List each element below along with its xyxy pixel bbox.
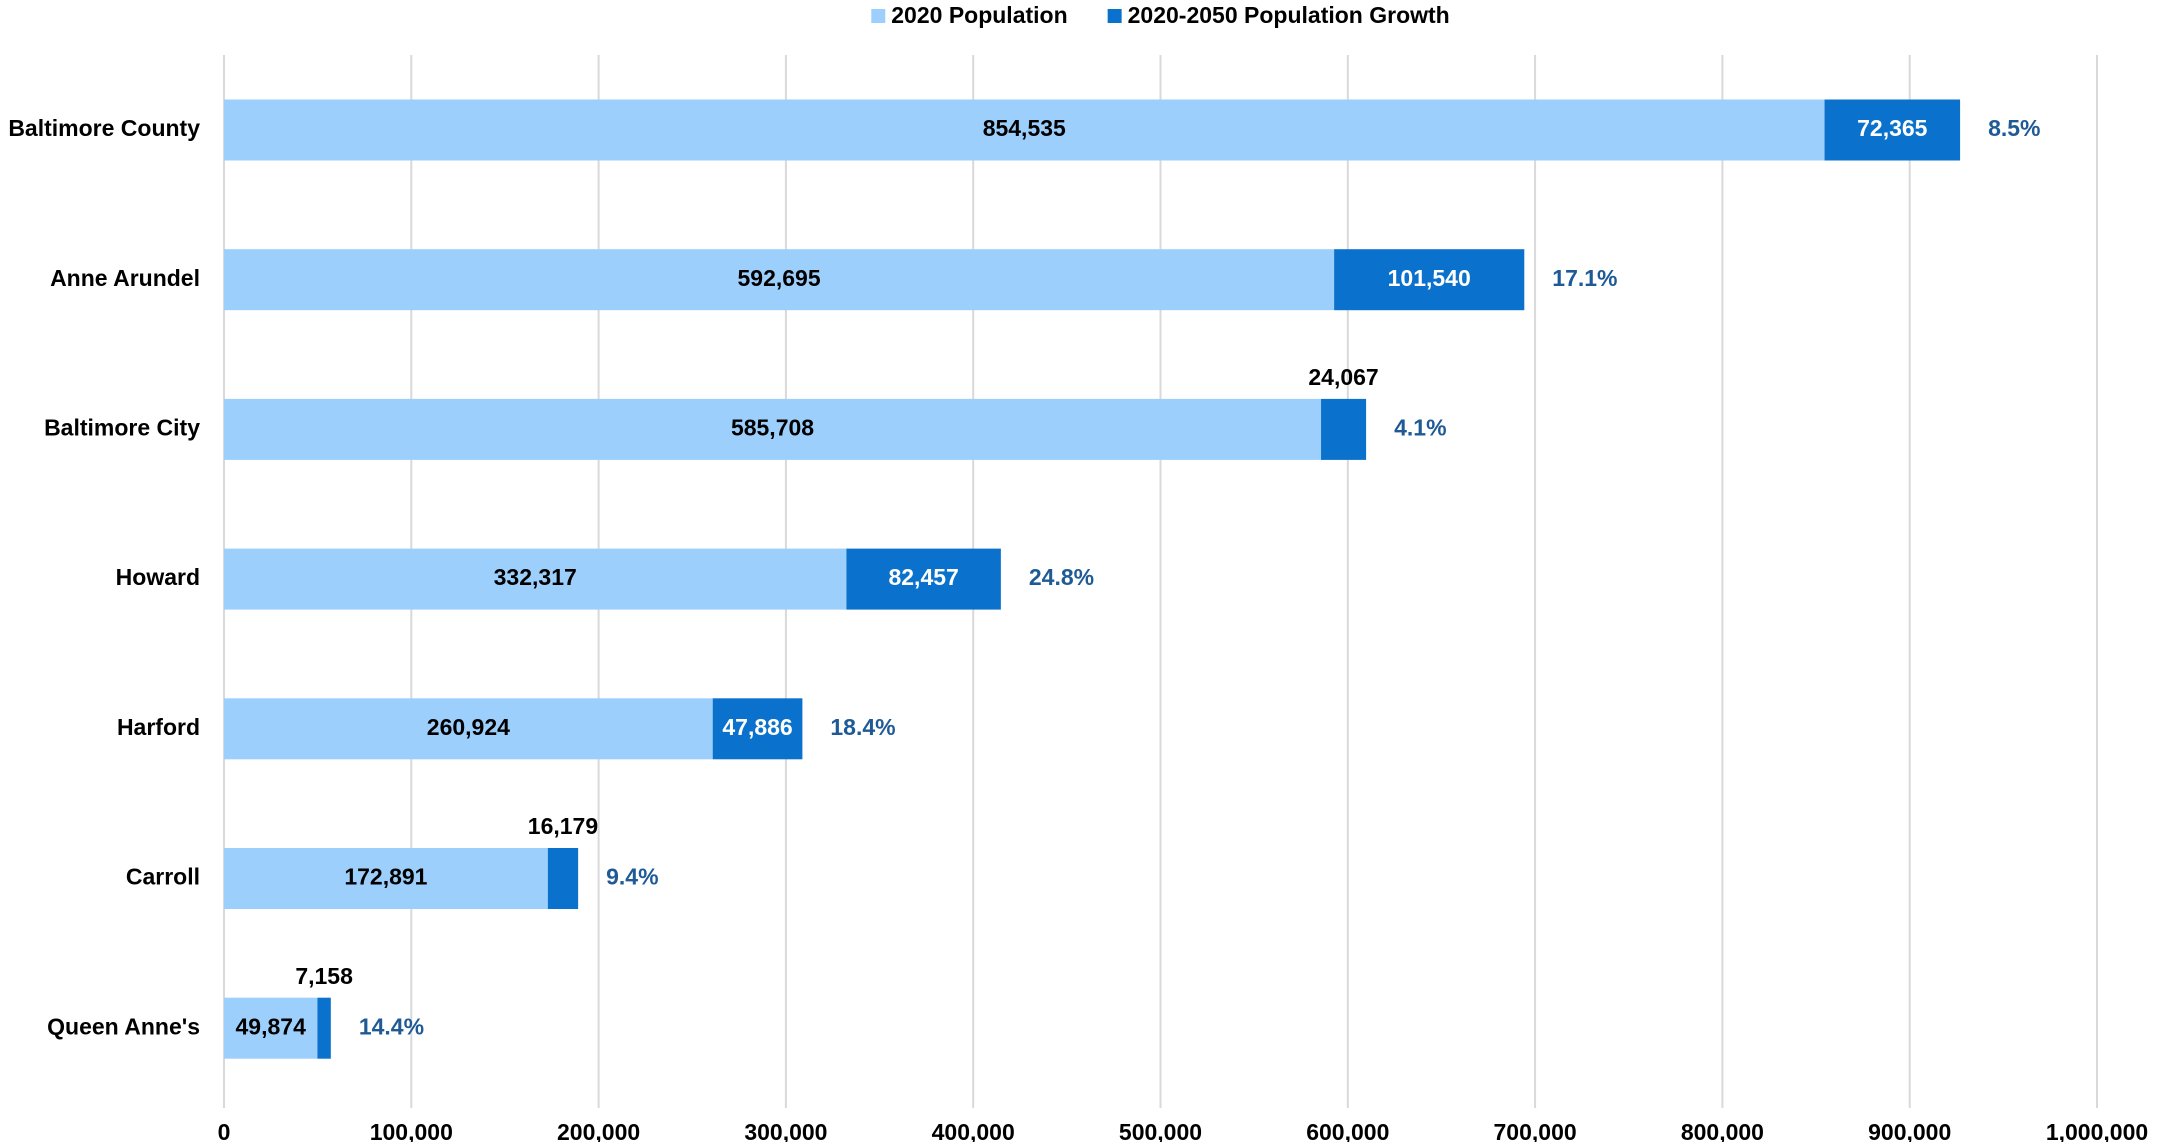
bar-segment (224, 398, 1322, 460)
y-tick-label: Baltimore County (8, 115, 200, 141)
bar-segment (1334, 249, 1525, 311)
value-label: 585,708 (731, 414, 814, 440)
bar-segment (1824, 99, 1961, 161)
legend-swatch (1107, 9, 1122, 23)
value-label: 592,695 (737, 265, 820, 291)
bar-segment (224, 249, 1335, 311)
x-tick-label: 800,000 (1681, 1119, 1764, 1142)
value-label: 72,365 (1857, 115, 1928, 141)
x-tick-label: 400,000 (932, 1119, 1015, 1142)
x-tick-label: 700,000 (1494, 1119, 1577, 1142)
value-label: 332,317 (494, 564, 577, 590)
growth-annotation: 14.4% (359, 1013, 424, 1039)
value-label: 24,067 (1308, 364, 1378, 390)
x-tick-label: 300,000 (744, 1119, 827, 1142)
x-tick-label: 100,000 (370, 1119, 453, 1142)
growth-annotation: 9.4% (606, 864, 658, 890)
value-label: 16,179 (528, 813, 598, 839)
value-label: 47,886 (722, 714, 792, 740)
bar-segment (547, 848, 579, 909)
y-tick-label: Harford (117, 714, 200, 740)
x-tick-label: 900,000 (1868, 1119, 1951, 1142)
growth-annotation: 18.4% (830, 714, 895, 740)
legend-label: 2020-2050 Population Growth (1128, 2, 1450, 28)
value-label: 854,535 (983, 115, 1066, 141)
bar-segment (317, 997, 331, 1059)
x-tick-label: 600,000 (1306, 1119, 1389, 1142)
value-label: 172,891 (344, 864, 427, 890)
value-label: 82,457 (888, 564, 958, 590)
bar-segment (224, 848, 548, 909)
legend-label: 2020 Population (891, 2, 1067, 28)
value-label: 49,874 (236, 1013, 307, 1039)
y-tick-label: Baltimore City (44, 414, 200, 440)
bar-segment (224, 548, 847, 610)
growth-annotation: 17.1% (1552, 265, 1617, 291)
x-tick-label: 200,000 (557, 1119, 640, 1142)
growth-annotation: 24.8% (1029, 564, 1094, 590)
value-label: 260,924 (427, 714, 510, 740)
bar-segment (712, 698, 803, 760)
y-tick-label: Anne Arundel (50, 265, 200, 291)
x-tick-label: 500,000 (1119, 1119, 1202, 1142)
bar-segment (224, 997, 318, 1059)
growth-annotation: 4.1% (1394, 414, 1446, 440)
y-tick-label: Howard (116, 564, 200, 590)
bar-segment (846, 548, 1001, 610)
value-label: 101,540 (1388, 265, 1471, 291)
y-tick-label: Queen Anne's (47, 1013, 200, 1039)
bar-segment (224, 99, 1825, 161)
x-tick-label: 1,000,000 (2046, 1119, 2148, 1142)
value-label: 7,158 (295, 963, 353, 989)
x-tick-label: 0 (218, 1119, 231, 1142)
y-tick-label: Carroll (126, 864, 200, 890)
growth-annotation: 8.5% (1988, 115, 2040, 141)
bar-segment (1321, 398, 1367, 460)
bar-segment (224, 698, 713, 760)
legend-swatch (871, 9, 886, 23)
